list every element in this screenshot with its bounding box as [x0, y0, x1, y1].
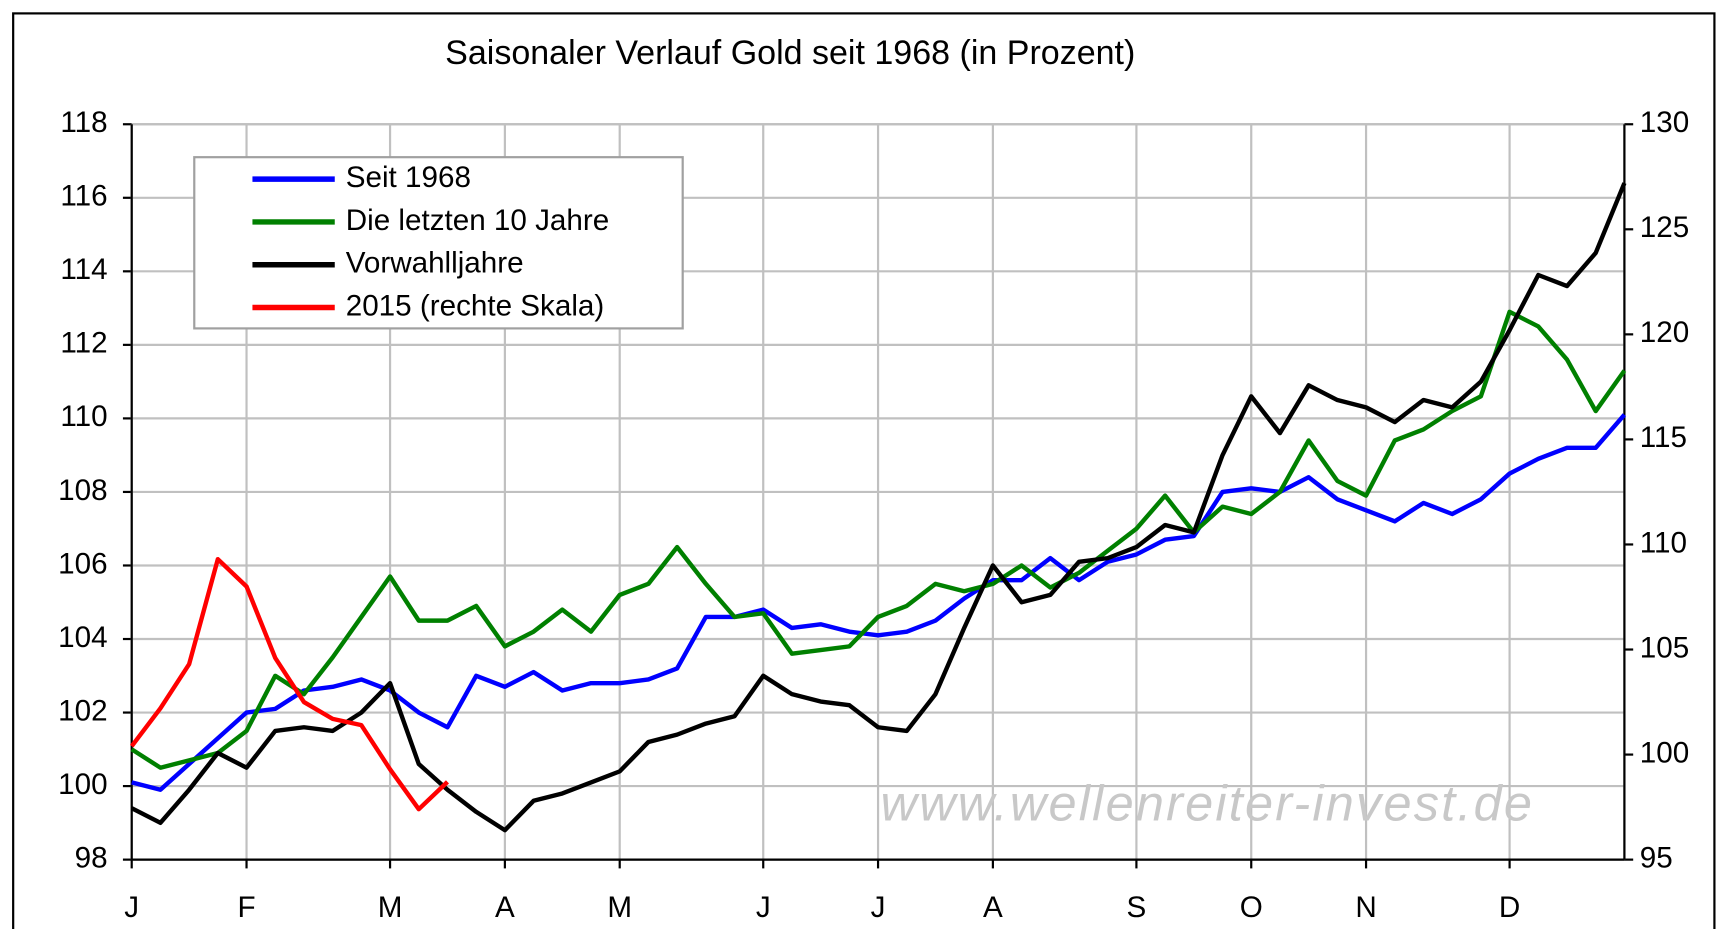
y2-tick-label: 105: [1640, 631, 1689, 664]
y-tick-label: 104: [58, 621, 107, 654]
x-tick-label: A: [495, 891, 515, 924]
series-line: [129, 556, 449, 812]
y-tick-label: 106: [58, 547, 107, 580]
y-tick-label: 100: [58, 768, 107, 801]
legend-box: [193, 156, 684, 330]
x-tick-label: F: [237, 891, 255, 924]
x-tick-label: M: [607, 891, 632, 924]
y2-tick-label: 130: [1640, 106, 1689, 139]
x-tick-label: N: [1355, 891, 1376, 924]
x-tick-label: O: [1240, 891, 1263, 924]
y-tick-label: 112: [60, 327, 107, 360]
series-line: [130, 309, 1627, 770]
x-tick-label: J: [124, 891, 139, 924]
y2-tick-label: 120: [1640, 316, 1689, 349]
y-tick-label: 116: [60, 180, 107, 213]
y2-tick-label: 125: [1640, 211, 1689, 244]
x-tick-label: S: [1127, 891, 1147, 924]
y-tick-label: 110: [60, 400, 107, 433]
x-tick-label: J: [756, 891, 771, 924]
legend-label: Seit 1968: [346, 161, 471, 194]
y-tick-label: 108: [58, 474, 107, 507]
y2-tick-label: 95: [1640, 841, 1673, 874]
y2-tick-label: 110: [1640, 526, 1687, 559]
y-tick-label: 98: [75, 841, 108, 874]
x-tick-label: J: [871, 891, 886, 924]
x-tick-label: M: [378, 891, 403, 924]
y2-tick-label: 115: [1640, 421, 1687, 454]
y-tick-label: 118: [60, 106, 107, 139]
legend-label: Die letzten 10 Jahre: [346, 204, 609, 237]
watermark: www.wellenreiter-invest.de: [881, 774, 1535, 831]
legend-label: Vorwahlljahre: [346, 247, 524, 280]
legend-label: 2015 (rechte Skala): [346, 289, 605, 322]
chart-title: Saisonaler Verlauf Gold seit 1968 (in Pr…: [445, 34, 1135, 72]
y-tick-label: 114: [60, 253, 107, 286]
y2-tick-label: 100: [1640, 736, 1689, 769]
series-line: [130, 182, 1627, 833]
frame: [12, 12, 1716, 929]
x-tick-label: D: [1499, 891, 1520, 924]
x-tick-label: A: [983, 891, 1003, 924]
series-line: [131, 413, 1627, 792]
y-tick-label: 102: [58, 694, 107, 727]
